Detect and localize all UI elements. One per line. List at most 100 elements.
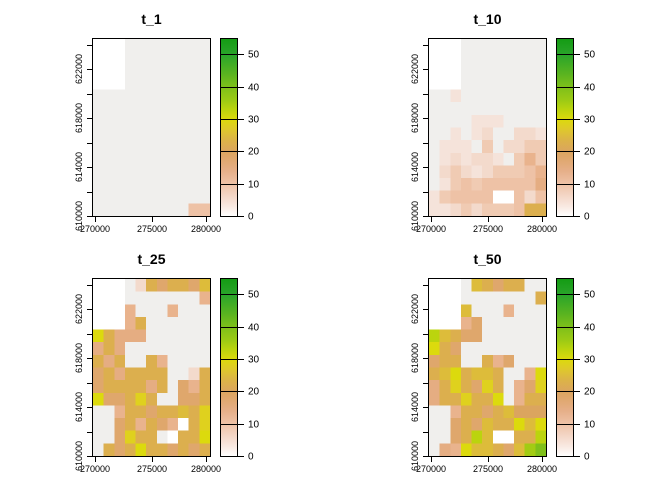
raster-cell — [429, 380, 440, 394]
y-tick-label: 614000 — [410, 391, 420, 423]
raster-cell — [124, 102, 136, 116]
raster-cell — [450, 76, 462, 90]
raster-cell — [492, 127, 504, 141]
raster-cell — [199, 140, 210, 154]
raster-cell — [114, 291, 126, 305]
x-tick-label: 275000 — [472, 224, 504, 234]
raster-cell — [471, 342, 483, 356]
plot-title: t_1 — [141, 11, 162, 27]
raster-cell — [188, 354, 200, 368]
raster-cell — [429, 51, 440, 65]
raster-cell — [188, 443, 200, 456]
raster-cell — [124, 279, 136, 292]
colorbar-tick-label: 10 — [248, 419, 260, 430]
raster-cell — [524, 430, 536, 444]
raster-cell — [524, 64, 536, 78]
colorbar-tick — [220, 327, 244, 328]
raster-cell — [146, 190, 158, 204]
raster-cell — [503, 76, 515, 90]
raster-cell — [439, 51, 451, 65]
y-axis-tick — [87, 143, 92, 144]
raster-cell — [199, 342, 210, 356]
colorbar-tick-label: 10 — [248, 179, 260, 190]
raster-cell — [460, 127, 472, 141]
raster-cell — [124, 190, 136, 204]
raster-cell — [471, 203, 483, 216]
raster-cell — [167, 304, 179, 318]
raster-cell — [460, 152, 472, 166]
raster-cell — [503, 39, 515, 52]
raster-cell — [135, 102, 147, 116]
colorbar-tick — [556, 119, 580, 120]
raster-cell — [199, 152, 210, 166]
raster-cell — [103, 392, 115, 406]
raster-cell — [524, 405, 536, 419]
raster-cell — [429, 39, 440, 52]
raster-cell — [450, 367, 462, 381]
raster-cell — [503, 342, 515, 356]
raster-cell — [535, 405, 546, 419]
raster-cell — [188, 304, 200, 318]
raster-cell — [429, 190, 440, 204]
colorbar-tick-label: 40 — [584, 82, 596, 93]
y-axis-tick — [423, 285, 428, 286]
raster-cell — [103, 203, 115, 216]
raster-cell — [103, 51, 115, 65]
x-tick-label: 270000 — [79, 224, 111, 234]
raster-cell — [503, 203, 515, 216]
raster-cell — [524, 443, 536, 456]
raster-cell — [450, 39, 462, 52]
raster-cell — [482, 51, 494, 65]
raster-cell — [524, 127, 536, 141]
raster-cell — [460, 291, 472, 305]
raster-cell — [135, 443, 147, 456]
raster-cell — [124, 39, 136, 52]
raster-cell — [482, 279, 494, 292]
colorbar-gradient — [556, 278, 574, 457]
raster-cell — [146, 203, 158, 216]
raster-cell — [535, 380, 546, 394]
raster-cell — [167, 329, 179, 343]
raster-cell — [535, 291, 546, 305]
y-axis-tick — [87, 334, 92, 335]
raster-cell — [524, 354, 536, 368]
raster-cell — [167, 127, 179, 141]
raster-cell — [156, 392, 168, 406]
raster-cell — [503, 279, 515, 292]
x-axis-tick — [542, 217, 543, 222]
raster-cell — [471, 127, 483, 141]
raster-cell — [167, 279, 179, 292]
raster-cell — [114, 316, 126, 330]
raster-cell — [471, 178, 483, 191]
raster-cell — [178, 354, 189, 368]
raster-cell — [460, 51, 472, 65]
raster-cell — [167, 89, 179, 103]
raster-cell — [460, 76, 472, 90]
raster-cell — [429, 178, 440, 191]
colorbar-tick — [556, 359, 580, 360]
raster-cell — [514, 329, 525, 343]
raster-cell — [199, 443, 210, 456]
y-tick-label: 622000 — [74, 53, 84, 85]
raster-cell — [450, 291, 462, 305]
raster-cell — [503, 380, 515, 394]
raster-cell — [460, 342, 472, 356]
raster-cell — [178, 279, 189, 292]
y-axis-tick — [87, 192, 92, 193]
raster-cell — [146, 89, 158, 103]
raster-cell — [114, 329, 126, 343]
raster-cell — [167, 392, 179, 406]
raster-cell — [93, 64, 104, 78]
raster-cell — [450, 304, 462, 318]
raster-cell — [439, 405, 451, 419]
raster-cell — [460, 279, 472, 292]
raster-cell — [135, 39, 147, 52]
raster-cell — [535, 392, 546, 406]
raster-cell — [535, 39, 546, 52]
x-axis-tick — [206, 457, 207, 462]
raster-cell — [114, 51, 126, 65]
raster-cell — [471, 291, 483, 305]
raster-cell — [199, 178, 210, 191]
raster-cell — [135, 152, 147, 166]
raster-cell — [450, 190, 462, 204]
